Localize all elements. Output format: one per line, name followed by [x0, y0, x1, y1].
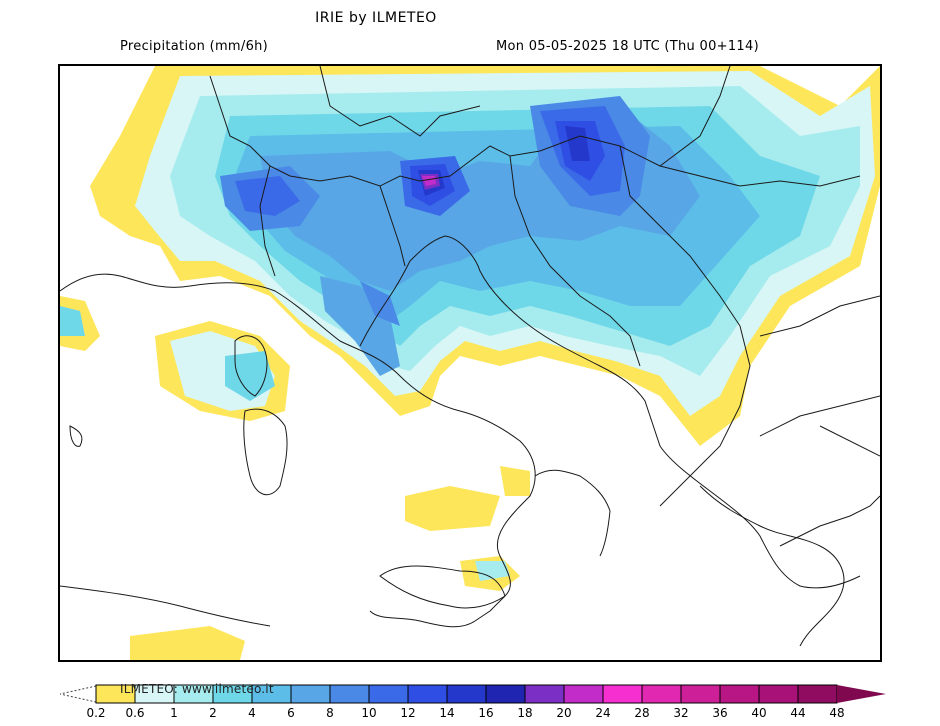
- valid-time-label: Mon 05-05-2025 18 UTC (Thu 00+114): [496, 39, 759, 54]
- colorbar-label: 8: [326, 706, 334, 720]
- colorbar-labels: 0.2 0.6 1 2 4 6 8 10 12 14 16 18 20 24 2…: [0, 706, 940, 724]
- colorbar-label: 6: [287, 706, 295, 720]
- colorbar-label: 44: [790, 706, 806, 720]
- colorbar-label: 0.2: [86, 706, 106, 720]
- coastlines-borders: [60, 66, 880, 647]
- colorbar-label: 2: [209, 706, 217, 720]
- colorbar-label: 40: [751, 706, 767, 720]
- watermark: ILMETEO: www.ilmeteo.it: [120, 682, 274, 696]
- precip-field: [60, 66, 880, 660]
- colorbar-label: 24: [595, 706, 611, 720]
- colorbar-label: 12: [400, 706, 416, 720]
- colorbar-label: 48: [829, 706, 845, 720]
- title-text: IRIE by ILMETEO: [315, 10, 437, 26]
- colorbar-label: 0.6: [125, 706, 145, 720]
- colorbar-label: 18: [517, 706, 533, 720]
- precipitation-map: [58, 64, 882, 662]
- colorbar-label: 28: [634, 706, 650, 720]
- colorbar: [60, 684, 890, 704]
- colorbar-label: 10: [361, 706, 377, 720]
- colorbar-label: 14: [439, 706, 455, 720]
- colorbar-label: 1: [170, 706, 178, 720]
- colorbar-label: 4: [248, 706, 256, 720]
- colorbar-label: 20: [556, 706, 572, 720]
- colorbar-label: 36: [712, 706, 728, 720]
- colorbar-graphic: [60, 684, 886, 704]
- colorbar-label: 16: [478, 706, 494, 720]
- chart-title: IRIE by ILMETEO: [0, 10, 940, 26]
- colorbar-label: 32: [673, 706, 689, 720]
- map-graphic: [60, 66, 880, 660]
- variable-label: Precipitation (mm/6h): [120, 39, 269, 54]
